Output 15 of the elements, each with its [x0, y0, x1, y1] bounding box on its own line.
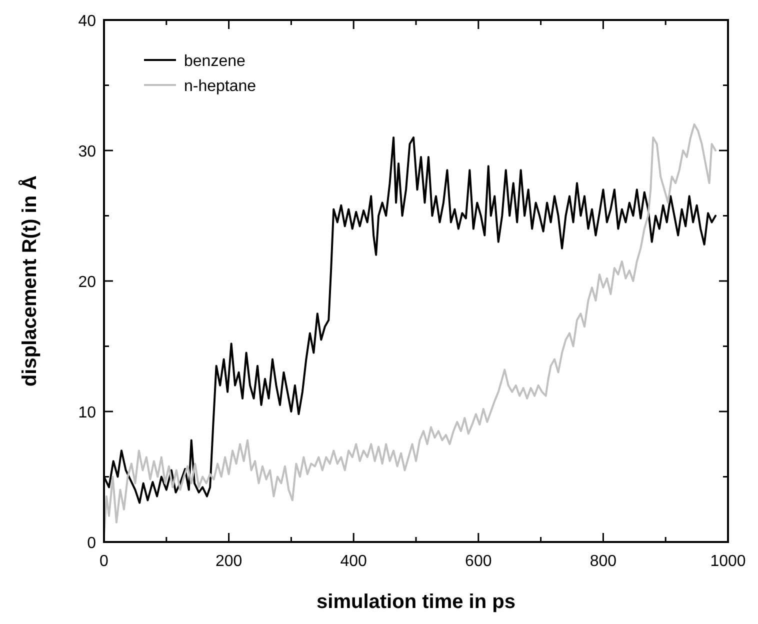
x-tick-label: 0: [100, 553, 109, 570]
legend-label: benzene: [184, 53, 246, 70]
y-tick-label: 30: [78, 144, 96, 160]
x-tick-label: 800: [590, 553, 617, 570]
y-tick-label: 40: [78, 13, 96, 30]
x-tick-label: 400: [340, 553, 368, 570]
y-tick-label: 0: [87, 535, 96, 552]
x-tick-label: 600: [465, 553, 492, 570]
x-tick-label: 200: [215, 553, 242, 570]
x-axis-title: simulation time in ps: [316, 591, 516, 613]
y-tick-label: 10: [78, 404, 96, 422]
y-tick-label: 20: [78, 274, 96, 291]
legend-label: n-heptane: [184, 78, 256, 95]
y-axis-title: displacement R(t) in Å: [18, 175, 41, 387]
x-tick-label: 1000: [710, 553, 746, 570]
